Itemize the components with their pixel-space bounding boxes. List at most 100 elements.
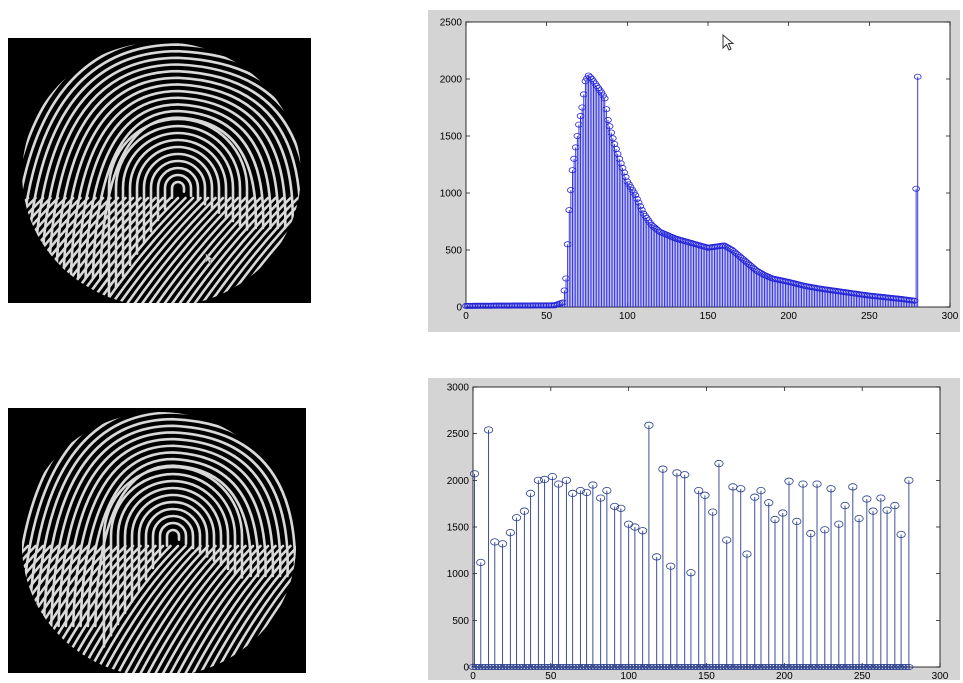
stem-marker — [708, 508, 718, 516]
stem-marker — [505, 529, 515, 537]
stem-marker — [525, 489, 536, 498]
fingerprint-image-enhanced — [8, 408, 306, 673]
y-tick-label: 2000 — [440, 75, 463, 86]
stem-marker — [610, 502, 620, 511]
stem-marker — [912, 185, 920, 192]
stem-marker — [666, 562, 676, 570]
stem-marker — [616, 504, 626, 512]
stem-marker — [784, 477, 794, 485]
stem-marker — [778, 509, 788, 517]
stem-marker — [631, 192, 640, 199]
stem-marker — [913, 73, 922, 80]
y-tick-label: 1000 — [440, 189, 463, 200]
x-tick-label: 0 — [470, 671, 476, 682]
fingerprint-image-original — [8, 38, 311, 303]
x-tick-label: 250 — [861, 311, 878, 322]
stem-marker — [634, 199, 643, 206]
y-tick-label: 1000 — [447, 569, 470, 580]
x-tick-label: 250 — [854, 671, 871, 682]
y-tick-label: 2500 — [447, 429, 470, 440]
stem-marker — [636, 203, 645, 210]
stem-marker — [607, 129, 616, 136]
stem-marker — [605, 123, 614, 130]
stem-marker — [854, 515, 864, 523]
stem-marker — [750, 493, 760, 501]
stem-marker — [483, 426, 494, 434]
stem-marker — [714, 459, 724, 468]
stem-marker — [756, 487, 766, 495]
stem-marker — [630, 523, 640, 531]
stem-marker — [722, 536, 732, 544]
stem-marker — [497, 540, 508, 548]
stem-marker — [602, 106, 611, 113]
x-tick-label: 0 — [463, 311, 469, 322]
stem-marker — [904, 476, 914, 484]
x-tick-label: 300 — [932, 671, 949, 682]
stem-marker — [618, 164, 627, 171]
stem-marker — [561, 476, 571, 484]
stem-series — [468, 421, 914, 670]
y-tick-label: 1500 — [447, 523, 470, 534]
stem-marker — [812, 480, 822, 488]
y-tick-label: 0 — [463, 663, 469, 674]
stem-marker — [602, 487, 612, 495]
stem-marker — [599, 92, 607, 99]
stem-marker — [582, 488, 592, 497]
stem-marker — [533, 476, 543, 484]
x-tick-label: 100 — [620, 671, 637, 682]
x-tick-label: 150 — [698, 671, 715, 682]
stem-marker — [597, 89, 606, 96]
stem-marker — [600, 95, 609, 102]
stem-marker — [764, 499, 774, 507]
stem-marker — [554, 480, 564, 488]
stem-marker — [652, 553, 662, 561]
x-tick-label: 100 — [619, 311, 636, 322]
stem-marker — [882, 506, 892, 514]
stem-marker — [798, 480, 808, 488]
stem-marker — [820, 526, 830, 534]
stem-marker — [876, 494, 886, 502]
stem-marker — [868, 507, 878, 515]
y-tick-label: 3000 — [447, 383, 470, 394]
plot-area — [472, 386, 941, 668]
histogram-chart-bottom: 0 50 100 150 200 250 300 0 500 1000 1500 2000 2500 30… — [428, 378, 960, 682]
y-tick-label: 1500 — [440, 132, 463, 143]
stem-marker — [890, 501, 900, 510]
stem-marker — [588, 481, 598, 489]
stem-marker — [638, 206, 646, 213]
stem-marker — [615, 155, 624, 162]
y-tick-label: 2000 — [447, 476, 470, 487]
stem-marker — [620, 169, 628, 176]
y-tick-label: 2500 — [440, 18, 463, 29]
stem-marker — [848, 483, 858, 491]
stem-marker — [658, 465, 668, 473]
stem-marker — [469, 470, 480, 478]
stem-marker — [840, 501, 850, 510]
stem-marker — [742, 550, 752, 558]
x-tick-label: 50 — [545, 671, 557, 682]
stem-marker — [609, 135, 617, 142]
stem-marker — [834, 520, 844, 528]
y-tick-label: 0 — [456, 303, 462, 314]
stem-marker — [680, 471, 690, 479]
y-tick-label: 500 — [452, 616, 469, 627]
y-tick-label: 500 — [445, 246, 462, 257]
stem-marker — [568, 489, 578, 498]
stem-marker — [694, 487, 704, 495]
stem-marker — [476, 558, 486, 567]
stem-marker — [806, 529, 816, 538]
stem-marker — [633, 195, 641, 202]
stem-marker — [736, 485, 746, 493]
stem-marker — [862, 495, 872, 503]
stem-marker — [511, 514, 522, 522]
stem-marker — [770, 515, 780, 524]
mouse-pointer-icon-small — [205, 253, 214, 264]
stem-marker — [638, 527, 648, 535]
stem-marker — [792, 517, 802, 525]
stem-marker — [644, 421, 654, 429]
stem-marker — [686, 569, 696, 577]
stem-marker — [540, 475, 550, 484]
stem-marker — [617, 160, 625, 167]
stem-marker — [826, 485, 836, 493]
stem-marker — [700, 491, 710, 499]
